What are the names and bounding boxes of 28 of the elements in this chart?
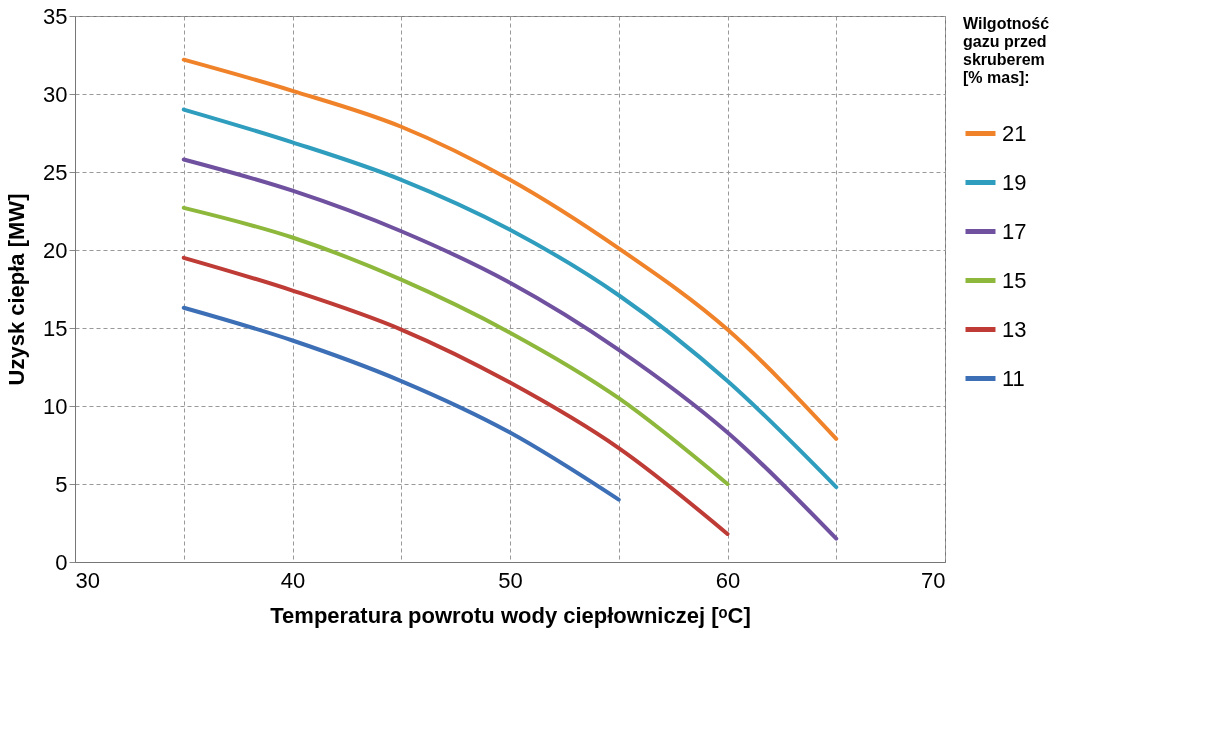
y-tick-label: 30: [43, 81, 68, 107]
x-axis-title: Temperatura powrotu wody ciepłowniczej [ᵒC]: [270, 602, 751, 628]
legend-label: 11: [1002, 365, 1025, 391]
y-tick-label: 25: [43, 159, 68, 185]
y-axis-title: Uzysk ciepła [MW]: [4, 193, 30, 386]
line-series: [181, 157, 839, 541]
line-series: [181, 107, 839, 490]
legend-title: Wilgotność gazu przed skruberem [% mas]:: [963, 15, 1050, 86]
x-tick-label: 70: [921, 567, 946, 593]
y-tick-label: 15: [43, 315, 68, 341]
line-series: [181, 205, 730, 486]
legend-label: 19: [1002, 169, 1027, 195]
legend-label: 17: [1002, 218, 1027, 244]
legend-label: 13: [1002, 316, 1027, 342]
line-series: [181, 305, 621, 502]
y-tick-label: 35: [43, 3, 68, 29]
x-tick-label: 50: [498, 567, 523, 593]
y-tick-label: 10: [43, 393, 68, 419]
y-tick-label: 0: [55, 549, 68, 575]
line-series: [181, 57, 839, 441]
legend-label: 21: [1002, 120, 1027, 146]
x-tick-label: 30: [75, 567, 100, 593]
x-tick-label: 40: [280, 567, 306, 593]
legend-label: 15: [1002, 267, 1027, 293]
line-series: [181, 255, 730, 536]
x-tick-label: 60: [715, 567, 741, 593]
y-tick-label: 20: [43, 237, 68, 263]
y-tick-label: 5: [55, 471, 68, 497]
